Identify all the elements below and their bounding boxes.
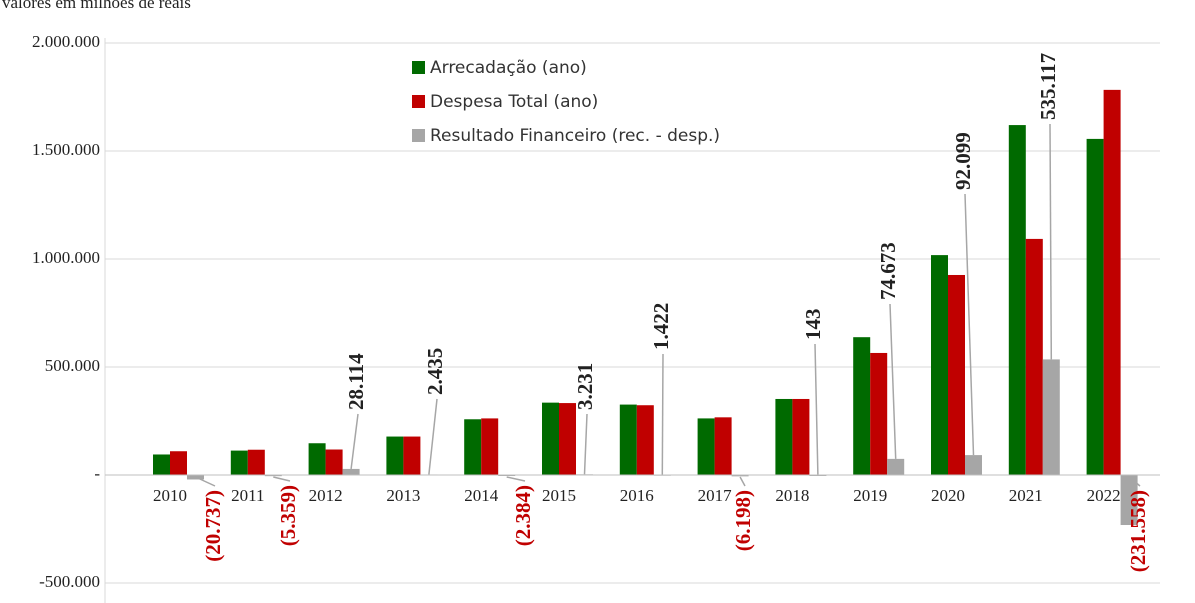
leader-line [661, 353, 664, 475]
bar [342, 468, 360, 475]
leader-line [1049, 123, 1053, 360]
bar [1008, 125, 1026, 475]
bar [386, 436, 404, 475]
bar [636, 405, 654, 475]
leader-line [739, 476, 746, 487]
y-tick-label: 1.000.000 [32, 248, 100, 267]
bar [247, 449, 265, 475]
bar [170, 451, 187, 475]
x-tick-label: 2011 [231, 486, 264, 505]
bar [948, 274, 965, 475]
legend-label: Resultado Financeiro (rec. - desp.) [430, 126, 720, 146]
data-label: 92.099 [951, 132, 975, 190]
x-tick-label: 2022 [1087, 486, 1121, 505]
x-tick-label: 2016 [620, 486, 654, 505]
leader-line [506, 476, 526, 482]
legend-swatch [412, 95, 425, 108]
leader-line [1128, 476, 1141, 487]
bar [619, 404, 637, 475]
leader-line [428, 398, 438, 475]
legend-swatch [412, 61, 425, 74]
bar [403, 436, 421, 475]
x-tick-label: 2020 [931, 486, 965, 505]
legend-label: Despesa Total (ano) [430, 92, 598, 112]
bar [965, 455, 982, 475]
y-tick-label: 2.000.000 [32, 32, 100, 51]
data-label: (2.384) [511, 485, 535, 546]
bar [559, 403, 576, 475]
bar [1042, 359, 1060, 475]
leader-line [195, 476, 216, 487]
bar [464, 419, 482, 475]
bar [481, 418, 499, 475]
y-tick-label: - [94, 464, 100, 483]
data-label: 143 [801, 309, 825, 341]
bar [731, 475, 749, 477]
y-tick-label: -500.000 [39, 572, 100, 591]
x-tick-label: 2019 [853, 486, 887, 505]
bar [1086, 138, 1104, 476]
bar [325, 449, 343, 475]
y-tick-label: 500.000 [45, 356, 100, 375]
x-tick-label: 2012 [309, 486, 343, 505]
leader-line [583, 413, 588, 475]
bar [230, 450, 248, 475]
bar [542, 402, 559, 475]
bar [697, 418, 715, 475]
chart-subtitle: valores em milhões de reais [2, 0, 191, 12]
x-tick-label: 2014 [464, 486, 499, 505]
bar [931, 255, 948, 475]
bar [792, 398, 810, 475]
bar [870, 352, 888, 475]
bar [1120, 475, 1138, 526]
data-label: (5.359) [276, 485, 300, 546]
leader-line [964, 193, 975, 456]
data-label: 1.422 [649, 303, 673, 350]
data-label: 535.117 [1036, 53, 1060, 120]
bar [308, 443, 326, 475]
bar [887, 458, 905, 475]
data-label: 28.114 [344, 353, 368, 410]
legend-label: Arrecadação (ano) [430, 58, 587, 78]
leader-line [814, 343, 819, 475]
leader-line [273, 476, 291, 482]
data-label: 2.435 [423, 348, 447, 395]
y-tick-label: 1.500.000 [32, 140, 100, 159]
bar [1025, 238, 1043, 475]
data-label: 3.231 [573, 363, 597, 410]
bar [153, 454, 170, 475]
bar [714, 417, 732, 475]
leader-line [889, 303, 897, 459]
bar [853, 337, 871, 475]
data-label: (6.198) [731, 490, 755, 551]
x-tick-label: 2010 [153, 486, 187, 505]
x-tick-label: 2017 [698, 486, 733, 505]
bar [1103, 89, 1121, 475]
data-label: (20.737) [201, 490, 225, 562]
x-tick-label: 2015 [542, 486, 576, 505]
data-label: (231.558) [1126, 490, 1150, 572]
x-tick-label: 2018 [775, 486, 809, 505]
leader-line [350, 413, 359, 470]
bar [264, 475, 282, 477]
legend-swatch [412, 129, 425, 142]
bar [775, 398, 793, 475]
data-label: 74.673 [876, 242, 900, 300]
x-tick-label: 2013 [386, 486, 420, 505]
x-tick-label: 2021 [1009, 486, 1043, 505]
